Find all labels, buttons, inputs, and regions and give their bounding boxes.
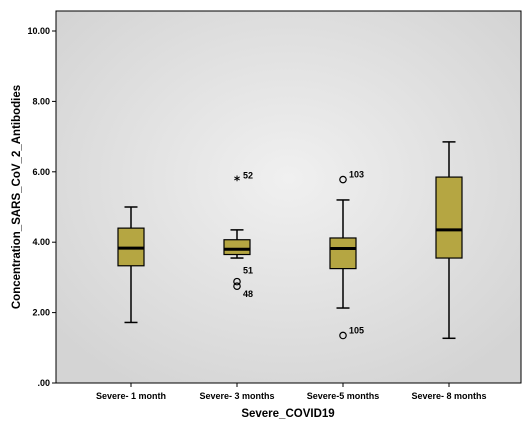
iqr-box	[329, 237, 357, 270]
box-group	[435, 141, 463, 340]
x-category-label: Severe- 8 months	[411, 391, 486, 401]
outlier-circle	[339, 331, 347, 340]
outlier-circle	[339, 175, 347, 184]
box-group	[117, 206, 145, 324]
outlier-label: 105	[349, 325, 364, 335]
iqr-box	[435, 176, 463, 259]
extreme-outlier-star: *	[234, 174, 241, 188]
outlier-label: 48	[243, 289, 253, 299]
box-series: * 52 51 48 103 105	[117, 141, 463, 340]
y-tick-label: 8.00	[32, 96, 50, 106]
outlier-label: 51	[243, 266, 253, 276]
outlier-label: 52	[243, 171, 253, 181]
iqr-box	[223, 239, 251, 256]
y-tick-label: 4.00	[32, 237, 50, 247]
y-tick-label: 6.00	[32, 167, 50, 177]
outlier-label: 103	[349, 170, 364, 180]
box-group: 103 105	[329, 170, 364, 340]
y-tick-label: 2.00	[32, 308, 50, 318]
x-axis-title: Severe_COVID19	[241, 408, 334, 420]
outlier-circle	[233, 277, 241, 286]
x-axis: Severe- 1 month Severe- 3 months Severe-5 …	[96, 383, 487, 401]
box-group: * 52 51 48	[223, 171, 253, 299]
x-category-label: Severe-5 months	[307, 391, 380, 401]
outlier-circle	[233, 282, 241, 291]
y-tick-label: .00	[37, 378, 50, 388]
y-tick-label: 10.00	[27, 26, 50, 36]
x-category-label: Severe- 1 month	[96, 391, 166, 401]
y-axis: .00 2.00 4.00 6.00 8.00 10.00	[27, 26, 56, 388]
y-axis-title: Concentration_SARS_CoV_2_Antibodies	[11, 85, 23, 309]
x-category-label: Severe- 3 months	[199, 391, 274, 401]
